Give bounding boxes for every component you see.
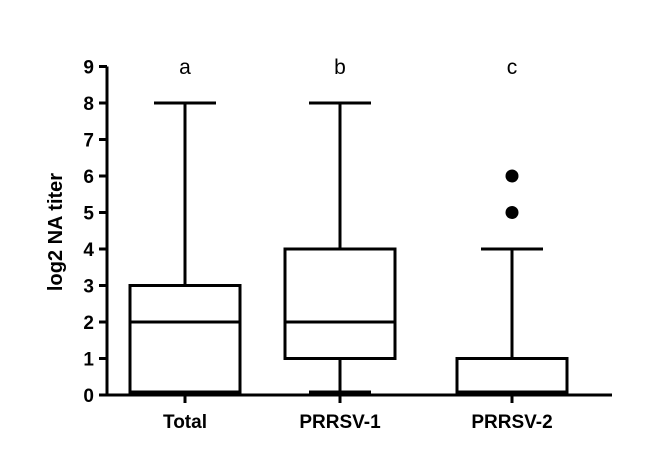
significance-letter: a (179, 56, 191, 79)
y-tick-label: 7 (83, 131, 94, 152)
y-tick-label: 4 (83, 240, 94, 261)
x-category-label: PRRSV-1 (299, 412, 381, 433)
significance-letter: c (507, 56, 518, 79)
box-2 (283, 101, 397, 395)
box-3 (455, 169, 569, 394)
y-axis-title: log2 NA titer (45, 173, 67, 291)
y-tick-label: 3 (83, 277, 94, 298)
y-axis: 0 1 2 3 4 5 6 7 8 9 (83, 58, 109, 407)
y-tick-label: 5 (83, 204, 94, 225)
box-1 (128, 101, 242, 394)
y-tick-label: 0 (83, 386, 94, 407)
box-rect (128, 284, 242, 394)
y-tick-label: 2 (83, 313, 94, 334)
x-axis: Total PRRSV-1 PRRSV-2 (100, 393, 612, 433)
y-tick-label: 6 (83, 167, 94, 188)
significance-letter: b (334, 56, 346, 79)
box-rect (283, 247, 397, 360)
x-category-label: PRRSV-2 (471, 412, 552, 433)
plot-area: a b c (128, 56, 569, 395)
outlier-point (505, 169, 519, 183)
y-tick-label: 8 (83, 94, 94, 115)
box-rect (455, 357, 569, 394)
y-tick-label: 1 (83, 350, 94, 371)
x-category-label: Total (163, 412, 207, 433)
outlier-point (505, 206, 519, 219)
y-tick-label: 9 (83, 58, 94, 79)
